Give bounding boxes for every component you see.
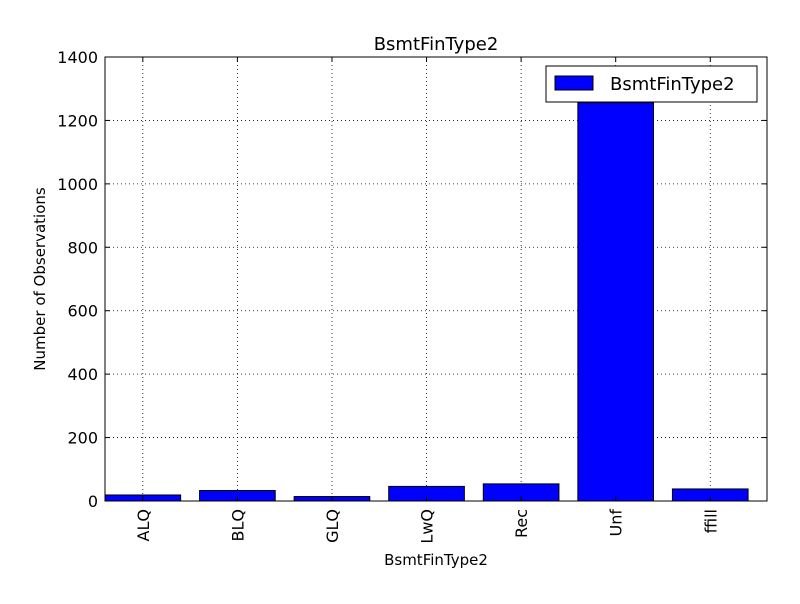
x-tick-label: Unf bbox=[607, 509, 626, 537]
bar-unf bbox=[577, 102, 655, 502]
y-tick-label: 0 bbox=[88, 492, 98, 511]
y-tick-label: 1200 bbox=[57, 111, 98, 130]
x-tick-label: ffill bbox=[701, 509, 720, 533]
x-tick-label: GLQ bbox=[323, 509, 342, 543]
axis-ticks bbox=[105, 56, 767, 502]
legend-label: BsmtFinType2 bbox=[610, 74, 735, 95]
x-tick-label: Rec bbox=[512, 509, 531, 538]
x-tick-labels: ALQ BLQ GLQ LwQ Rec Unf ffill bbox=[134, 509, 720, 544]
y-tick-labels: 0 200 400 600 800 1000 1200 1400 bbox=[57, 48, 98, 511]
y-tick-label: 1000 bbox=[57, 175, 98, 194]
y-axis-label: Number of Observations bbox=[31, 187, 49, 371]
y-tick-label: 400 bbox=[67, 365, 98, 384]
y-tick-label: 600 bbox=[67, 302, 98, 321]
x-tick-label: BLQ bbox=[228, 509, 247, 541]
x-tick-label: LwQ bbox=[418, 509, 437, 544]
bars bbox=[104, 102, 749, 502]
y-tick-label: 800 bbox=[67, 238, 98, 257]
x-tick-label: ALQ bbox=[134, 509, 153, 541]
legend-swatch bbox=[554, 75, 594, 91]
y-tick-label: 1400 bbox=[57, 48, 98, 67]
plot-frame bbox=[104, 56, 768, 502]
y-tick-label: 200 bbox=[67, 429, 98, 448]
chart-title: BsmtFinType2 bbox=[374, 34, 499, 55]
legend: BsmtFinType2 bbox=[545, 65, 758, 103]
plot-area bbox=[105, 57, 767, 501]
x-axis-label: BsmtFinType2 bbox=[384, 551, 488, 569]
